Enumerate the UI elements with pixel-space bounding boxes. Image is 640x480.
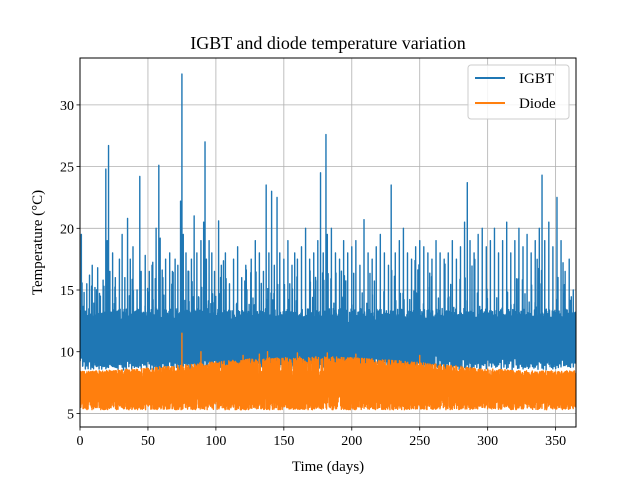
y-tick-label: 30 xyxy=(60,99,74,114)
series-layer xyxy=(80,73,576,411)
chart-title: IGBT and diode temperature variation xyxy=(190,33,466,53)
axis-ticks: 0 50 100 150 200 250 300 350 5 10 15 20 25 30 xyxy=(60,99,566,449)
legend: IGBT Diode xyxy=(467,64,570,120)
series-clip-group xyxy=(80,73,576,411)
x-tick-label: 350 xyxy=(545,434,566,449)
x-tick-label: 300 xyxy=(477,434,498,449)
x-tick-label: 200 xyxy=(341,434,362,449)
x-tick-label: 50 xyxy=(141,434,155,449)
x-tick-label: 150 xyxy=(273,434,294,449)
x-tick-label: 0 xyxy=(77,434,84,449)
y-tick-label: 25 xyxy=(60,161,74,176)
x-tick-label: 100 xyxy=(205,434,226,449)
x-axis-label: Time (days) xyxy=(292,459,364,475)
y-tick-label: 20 xyxy=(60,222,74,237)
y-tick-label: 10 xyxy=(60,346,74,361)
legend-igbt-label: IGBT xyxy=(519,71,554,87)
y-tick-label: 15 xyxy=(60,284,74,299)
series-line-igbt xyxy=(80,73,576,371)
x-tick-label: 250 xyxy=(409,434,430,449)
y-tick-label: 5 xyxy=(67,407,74,422)
plot-frame xyxy=(79,57,577,428)
y-axis-label: Temperature (°C) xyxy=(30,190,46,295)
series-line-diode xyxy=(80,332,576,411)
legend-diode-label: Diode xyxy=(519,96,556,112)
